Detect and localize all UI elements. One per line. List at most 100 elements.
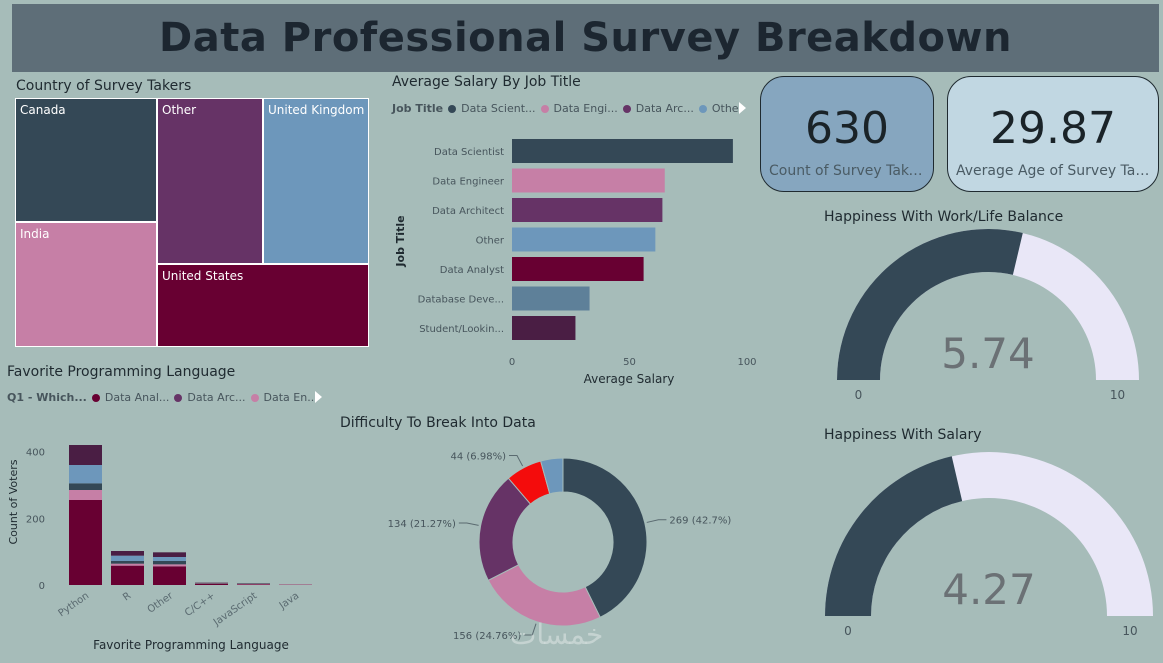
language-stack-segment[interactable]: [111, 555, 144, 561]
salary-bar[interactable]: [512, 139, 733, 163]
language-legend: Q1 - Which... Data Anal... Data Arc... D…: [7, 391, 318, 404]
kpi-age-label: Average Age of Survey Tak...: [956, 163, 1157, 179]
legend-next-arrow-icon[interactable]: [315, 391, 322, 403]
treemap-cell-india[interactable]: India: [15, 222, 157, 347]
legend-item[interactable]: Data Arc...: [187, 391, 246, 404]
gauge-worklife: 5.74 0 10: [837, 228, 1139, 402]
treemap-cell-label: India: [20, 227, 50, 241]
donut-leader-line: [508, 454, 524, 467]
gauge-value: 5.74: [941, 329, 1035, 378]
language-stacked-chart: 0 200 400 Python R Other C/C++JavaScript Java Fa…: [7, 445, 312, 652]
treemap-cell-other[interactable]: Other: [157, 98, 263, 264]
language-stack-segment[interactable]: [111, 565, 144, 585]
treemap-cell-label: United States: [162, 269, 244, 283]
language-stack-segment[interactable]: [69, 465, 102, 484]
legend-title: Q1 - Which...: [7, 391, 87, 404]
treemap-cell-label: Canada: [20, 103, 66, 117]
treemap-cell-united-states[interactable]: United States: [157, 264, 369, 347]
donut-data-label: 269 (42.7%): [669, 516, 731, 527]
language-stack-segment[interactable]: [153, 552, 186, 557]
language-x-tick-label: Python: [57, 590, 92, 619]
gauge-fill[interactable]: [837, 228, 1023, 380]
kpi-card-age: 29.87 Average Age of Survey Tak...: [947, 76, 1159, 192]
treemap-cell-canada[interactable]: Canada: [15, 98, 157, 222]
donut-leader-line: [458, 522, 479, 526]
language-stack-segment[interactable]: [69, 490, 102, 500]
legend-dot: [174, 393, 183, 402]
legend-dot: [698, 104, 707, 113]
country-treemap[interactable]: Canada India Other United Kingdom United…: [15, 98, 369, 347]
treemap-title: Country of Survey Takers: [16, 78, 192, 94]
language-stack-segment[interactable]: [69, 500, 102, 585]
language-stack-segment[interactable]: [111, 551, 144, 556]
salary-bar[interactable]: [512, 168, 665, 193]
salary-bar[interactable]: [512, 316, 576, 340]
salary-chart-title: Average Salary By Job Title: [392, 74, 581, 90]
legend-item[interactable]: Other: [711, 102, 744, 115]
kpi-count-label: Count of Survey Takers: [769, 163, 931, 179]
donut-data-label: 156 (24.76%): [453, 631, 521, 642]
donut-slice[interactable]: [562, 457, 648, 618]
salary-bar[interactable]: [512, 198, 663, 222]
gauge-max-label: 10: [1110, 388, 1125, 402]
language-stack-segment[interactable]: [69, 445, 102, 465]
language-stack-segment[interactable]: [153, 557, 186, 561]
salary-category-label: Other: [476, 236, 505, 247]
language-y-tick-label: 400: [26, 448, 45, 459]
salary-bar-chart: Data Scientist Data Engineer Data Architec…: [394, 139, 757, 386]
salary-category-label: Data Analyst: [440, 265, 504, 276]
gauge-worklife-title: Happiness With Work/Life Balance: [824, 209, 1064, 225]
language-stack-segment[interactable]: [111, 561, 144, 564]
language-x-tick-label: Java: [277, 590, 301, 612]
language-y-axis-label: Count of Voters: [7, 459, 20, 544]
kpi-card-count: 630 Count of Survey Takers: [760, 76, 934, 192]
donut-slice[interactable]: [487, 564, 601, 627]
language-stack-segment[interactable]: [237, 584, 270, 585]
language-y-tick-label: 200: [26, 514, 45, 525]
salary-x-axis-label: Average Salary: [584, 372, 675, 386]
language-x-tick-label: R: [121, 590, 133, 603]
language-stack-segment[interactable]: [153, 561, 186, 565]
legend-title: Job Title: [392, 102, 444, 115]
legend-item[interactable]: Data Anal...: [104, 391, 170, 404]
salary-x-tick-label: 100: [737, 357, 756, 368]
treemap-cell-label: United Kingdom: [268, 103, 365, 117]
gauge-max-label: 10: [1122, 624, 1137, 638]
language-x-tick-label: JavaScript: [211, 590, 259, 628]
gauge-salary: 4.27 0 10: [825, 452, 1153, 638]
salary-bar[interactable]: [512, 227, 656, 252]
salary-category-label: Database Deve...: [418, 295, 504, 306]
salary-legend: Job Title Data Scient... Data Engi... Da…: [392, 102, 743, 115]
salary-category-label: Data Scientist: [434, 147, 504, 158]
language-y-tick-label: 0: [39, 581, 45, 592]
language-x-axis-label: Favorite Programming Language: [93, 638, 289, 652]
legend-item[interactable]: Data Arc...: [635, 102, 694, 115]
salary-bar[interactable]: [512, 257, 644, 281]
donut-slice[interactable]: [540, 457, 564, 495]
difficulty-donut-chart: 269 (42.7%) 156 (24.76%) 134 (21.27%) 44 (6…: [388, 451, 732, 642]
language-stack-segment[interactable]: [69, 483, 102, 490]
language-stack-segment[interactable]: [153, 566, 186, 585]
language-stack-segment[interactable]: [111, 563, 144, 566]
legend-dot: [250, 393, 259, 402]
legend-dot: [540, 104, 549, 113]
salary-category-label: Student/Lookin...: [419, 324, 504, 335]
gauge-fill[interactable]: [825, 456, 963, 616]
gauge-value: 4.27: [942, 565, 1036, 614]
treemap-cell-united-kingdom[interactable]: United Kingdom: [263, 98, 369, 264]
page-title: Data Professional Survey Breakdown: [159, 15, 1012, 61]
legend-item[interactable]: Data En...: [263, 391, 318, 404]
salary-bar[interactable]: [512, 286, 590, 311]
legend-item[interactable]: Data Scient...: [461, 102, 536, 115]
legend-next-arrow-icon[interactable]: [739, 102, 746, 114]
legend-item[interactable]: Data Engi...: [553, 102, 618, 115]
language-stack-segment[interactable]: [195, 583, 228, 585]
legend-dot: [91, 393, 100, 402]
kpi-count-value: 630: [805, 103, 889, 154]
title-banner: Data Professional Survey Breakdown: [12, 4, 1159, 72]
donut-leader-line: [524, 623, 537, 636]
gauge-salary-title: Happiness With Salary: [824, 427, 982, 443]
language-stack-segment[interactable]: [153, 564, 186, 567]
language-x-tick-label: C/C++: [183, 590, 217, 619]
